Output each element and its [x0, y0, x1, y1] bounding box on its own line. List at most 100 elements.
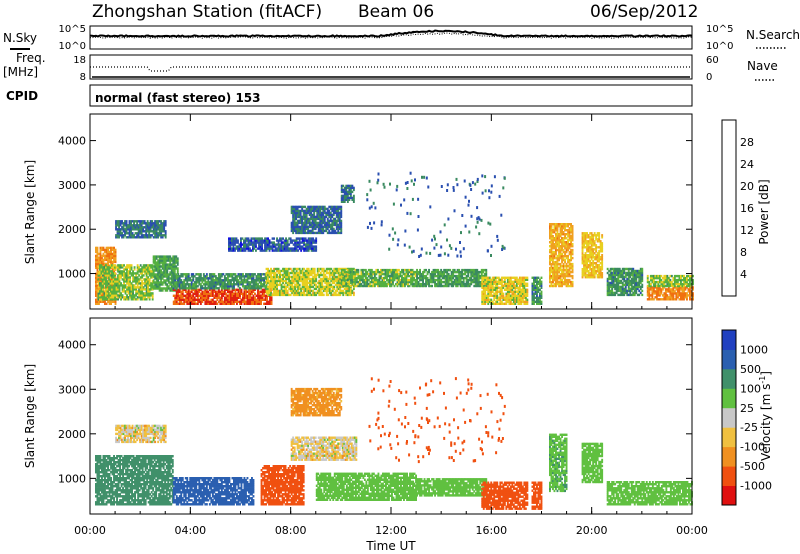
heatmap-cell [219, 273, 222, 276]
heatmap-cell [108, 286, 110, 289]
heatmap-cell [213, 273, 216, 276]
heatmap-cell [155, 285, 158, 288]
heatmap-cell [211, 300, 214, 303]
heatmap-cell [239, 273, 241, 276]
heatmap-cell [115, 294, 118, 297]
heatmap-cell [152, 257, 155, 260]
heatmap-cell [235, 245, 238, 248]
heatmap-cell [180, 283, 183, 286]
heatmap-cell [150, 292, 153, 295]
heatmap-cell [239, 277, 241, 280]
heatmap-cell [265, 245, 268, 248]
heatmap-cell [114, 300, 117, 303]
heatmap-cell [139, 232, 142, 235]
heatmap-cell [229, 237, 232, 240]
heatmap-cell [152, 255, 155, 258]
heatmap-cell [108, 254, 111, 258]
heatmap-cell [181, 302, 184, 305]
heatmap-cell [142, 220, 145, 223]
heatmap-cell [264, 288, 267, 291]
heatmap-cell [130, 224, 132, 227]
heatmap-cell [144, 298, 147, 301]
heatmap-cell [220, 275, 223, 278]
heatmap-cell [258, 247, 260, 250]
heatmap-cell [142, 278, 145, 281]
heatmap-cell [502, 292, 505, 295]
heatmap-cell [222, 283, 225, 286]
heatmap-cell [229, 249, 232, 252]
heatmap-cell [106, 274, 109, 277]
heatmap-cell [123, 276, 125, 279]
heatmap-cell [114, 286, 116, 289]
heatmap-cell [158, 269, 161, 272]
heatmap-cell [158, 275, 161, 278]
heatmap-cell [240, 279, 243, 282]
heatmap-cell [161, 289, 164, 292]
heatmap-cell [255, 249, 257, 252]
heatmap-cell [142, 298, 145, 301]
heatmap-cell [216, 302, 219, 305]
heatmap-cell [244, 249, 247, 252]
heatmap-cell [158, 265, 161, 268]
heatmap-cell [236, 298, 238, 301]
heatmap-cell [128, 236, 131, 239]
heatmap-cell [260, 294, 262, 297]
heatmap-cell [207, 283, 210, 286]
heatmap-cell [205, 300, 208, 303]
heatmap-cell [279, 239, 281, 242]
heatmap-cell [145, 292, 148, 295]
heatmap-cell [105, 264, 107, 267]
heatmap-cell [291, 239, 294, 242]
heatmap-cell [352, 291, 355, 295]
heatmap-cell [260, 279, 262, 282]
heatmap-cell [211, 294, 214, 297]
heatmap-cell [99, 284, 101, 287]
heatmap-cell [157, 222, 160, 225]
heatmap-cell [213, 279, 216, 282]
heatmap-cell [243, 277, 246, 280]
heatmap-cell [102, 274, 104, 277]
heatmap-cell [214, 287, 217, 290]
heatmap-cell [154, 269, 157, 272]
heatmap-cell [160, 289, 163, 292]
heatmap-cell [192, 273, 195, 276]
heatmap-cell [109, 280, 112, 283]
heatmap-cell [138, 270, 141, 273]
heatmap-cell [222, 290, 225, 293]
heatmap-cell [158, 230, 161, 233]
heatmap-cell [110, 272, 112, 276]
heatmap-cell [260, 283, 262, 286]
heatmap-cell [172, 285, 175, 288]
heatmap-cell [160, 271, 163, 274]
heatmap-cell [134, 232, 137, 235]
heatmap-cell [157, 263, 160, 266]
heatmap-cell [310, 237, 313, 240]
heatmap-cell [105, 294, 107, 297]
heatmap-cell [309, 245, 312, 248]
heatmap-cell [169, 257, 172, 260]
heatmap-cell [142, 296, 145, 299]
heatmap-cell [154, 228, 157, 231]
heatmap-cell [136, 298, 139, 301]
heatmap-cell [136, 282, 139, 285]
heatmap-cell [264, 285, 267, 288]
heatmap-cell [228, 296, 231, 299]
heatmap-cell [199, 292, 202, 295]
heatmap-cell [133, 278, 136, 281]
heatmap-cell [103, 278, 106, 281]
heatmap-cell [257, 275, 259, 278]
heatmap-cell [195, 298, 198, 301]
heatmap-cell [108, 300, 111, 303]
heatmap-cell [106, 292, 109, 295]
heatmap-cell [304, 245, 307, 248]
heatmap-cell [210, 283, 213, 286]
heatmap-cell [137, 234, 140, 237]
heatmap-cell [111, 294, 113, 297]
heatmap-cell [115, 266, 118, 269]
heatmap-cell [217, 294, 220, 297]
heatmap-cell [129, 288, 131, 291]
heatmap-cell [204, 279, 207, 282]
heatmap-cell [187, 292, 190, 295]
heatmap-cell [307, 239, 310, 242]
heatmap-cell [233, 285, 235, 288]
